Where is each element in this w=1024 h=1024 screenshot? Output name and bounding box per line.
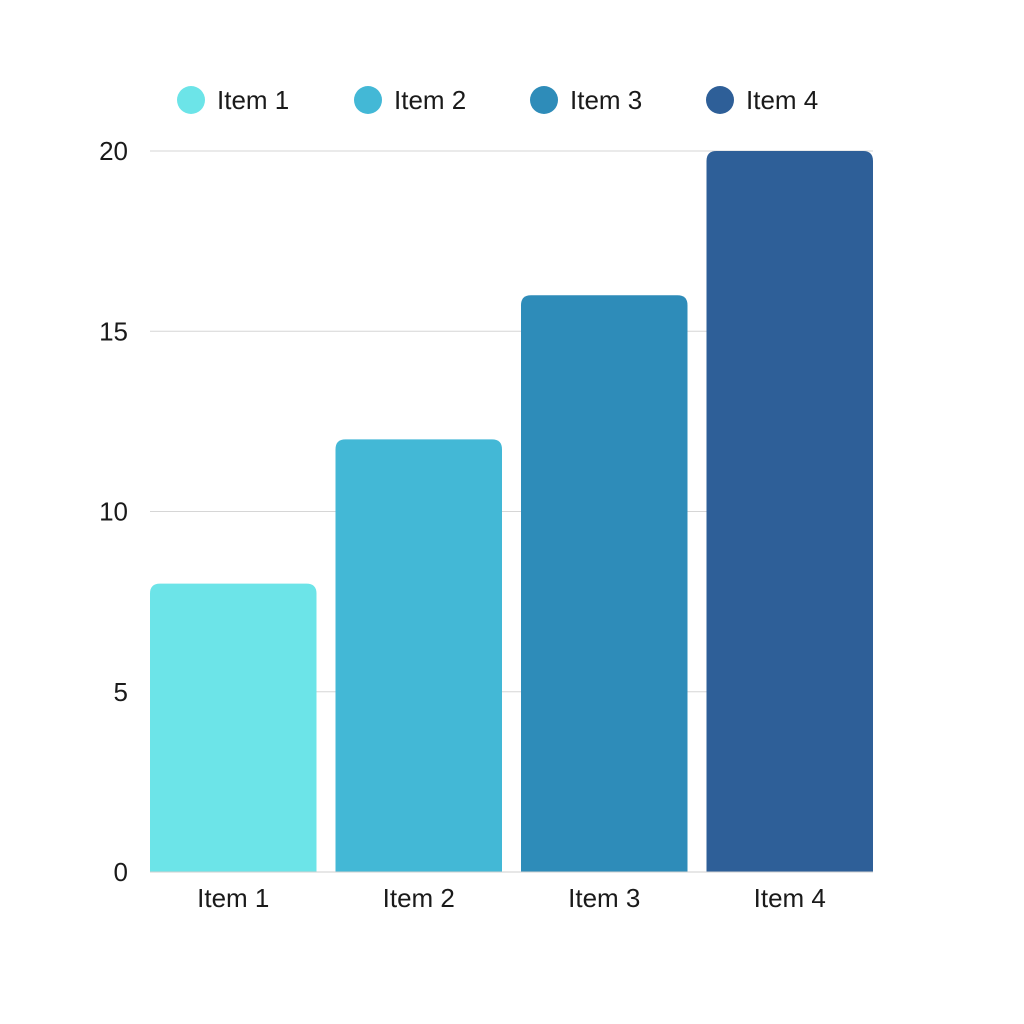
bar-3 [521, 295, 688, 872]
y-axis: 0 5 10 15 20 [99, 136, 128, 887]
legend-swatch-icon [706, 86, 734, 114]
x-tick-label: Item 4 [754, 883, 826, 913]
bars [150, 151, 873, 872]
legend-item-3: Item 3 [530, 85, 642, 115]
legend-label: Item 2 [394, 85, 466, 115]
legend-label: Item 4 [746, 85, 818, 115]
bar-1 [150, 583, 317, 872]
y-tick-label: 20 [99, 136, 128, 166]
x-tick-label: Item 3 [568, 883, 640, 913]
bar-4 [706, 151, 873, 872]
legend-item-4: Item 4 [706, 85, 818, 115]
legend-item-2: Item 2 [354, 85, 466, 115]
legend-swatch-icon [530, 86, 558, 114]
x-axis: Item 1 Item 2 Item 3 Item 4 [150, 871, 873, 913]
y-tick-label: 5 [114, 677, 128, 707]
y-tick-label: 10 [99, 497, 128, 527]
x-tick-label: Item 2 [383, 883, 455, 913]
bar-2 [335, 439, 502, 872]
y-tick-label: 15 [99, 316, 128, 346]
legend-label: Item 1 [217, 85, 289, 115]
x-tick-label: Item 1 [197, 883, 269, 913]
y-tick-label: 0 [114, 857, 128, 887]
legend-swatch-icon [177, 86, 205, 114]
legend: Item 1 Item 2 Item 3 Item 4 [177, 85, 818, 115]
legend-swatch-icon [354, 86, 382, 114]
legend-label: Item 3 [570, 85, 642, 115]
legend-item-1: Item 1 [177, 85, 289, 115]
